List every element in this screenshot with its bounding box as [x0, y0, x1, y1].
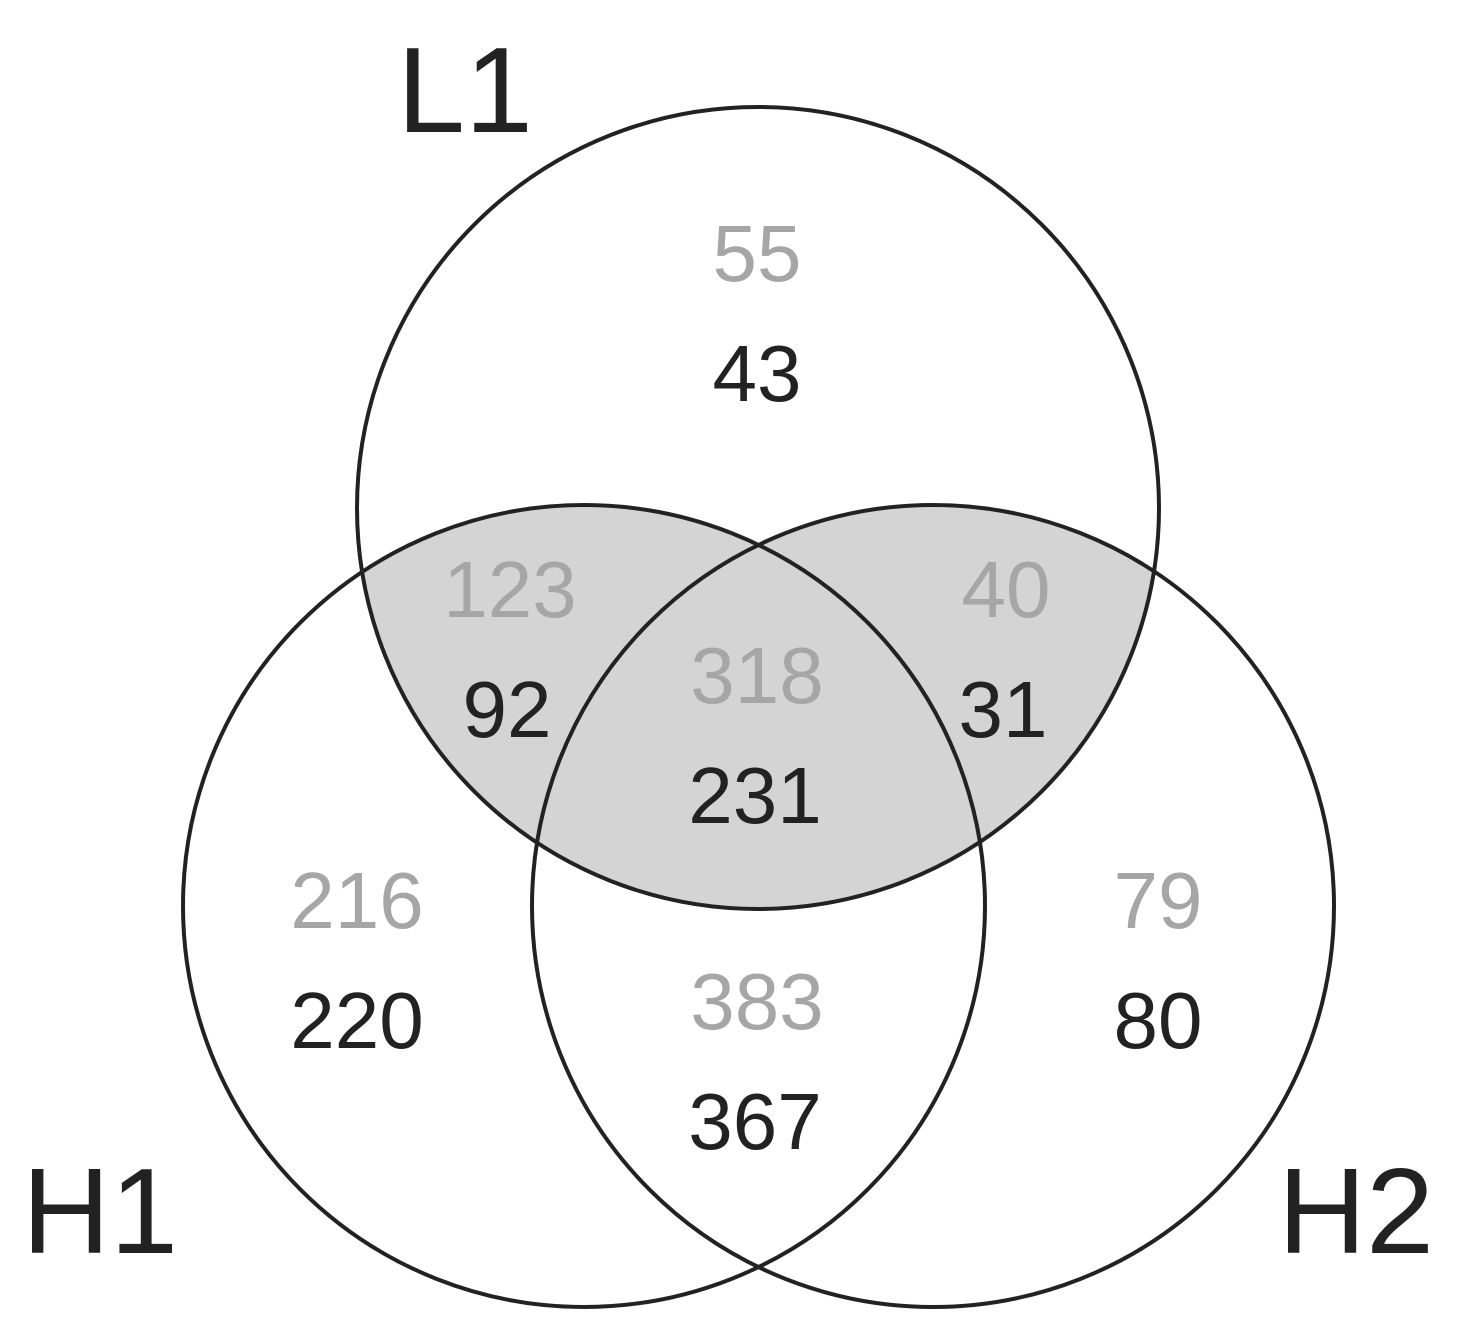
count-h1-h2-black: 367 [688, 1077, 821, 1166]
count-l1-h1-gray: 123 [443, 545, 576, 634]
circle-h1 [181, 503, 987, 1309]
count-l1-h1-black: 92 [463, 665, 552, 754]
set-label-l1: L1 [397, 22, 533, 158]
count-h1-h2-gray: 383 [690, 957, 823, 1046]
count-h2-only-gray: 79 [1114, 856, 1203, 945]
count-h1-only-black: 220 [290, 976, 423, 1065]
count-all-three-black: 231 [688, 751, 821, 840]
set-label-h1: H1 [22, 1143, 178, 1279]
count-l1-only-black: 43 [713, 329, 802, 418]
count-h2-only-black: 80 [1114, 976, 1203, 1065]
circle-h2 [530, 503, 1336, 1309]
count-l1-h2-black: 31 [959, 665, 1048, 754]
circle-l1 [355, 105, 1161, 911]
set-label-h2: H2 [1278, 1143, 1434, 1279]
count-l1-h2-gray: 40 [962, 545, 1051, 634]
count-h1-only-gray: 216 [290, 856, 423, 945]
count-all-three-gray: 318 [690, 631, 823, 720]
count-l1-only-gray: 55 [713, 209, 802, 298]
